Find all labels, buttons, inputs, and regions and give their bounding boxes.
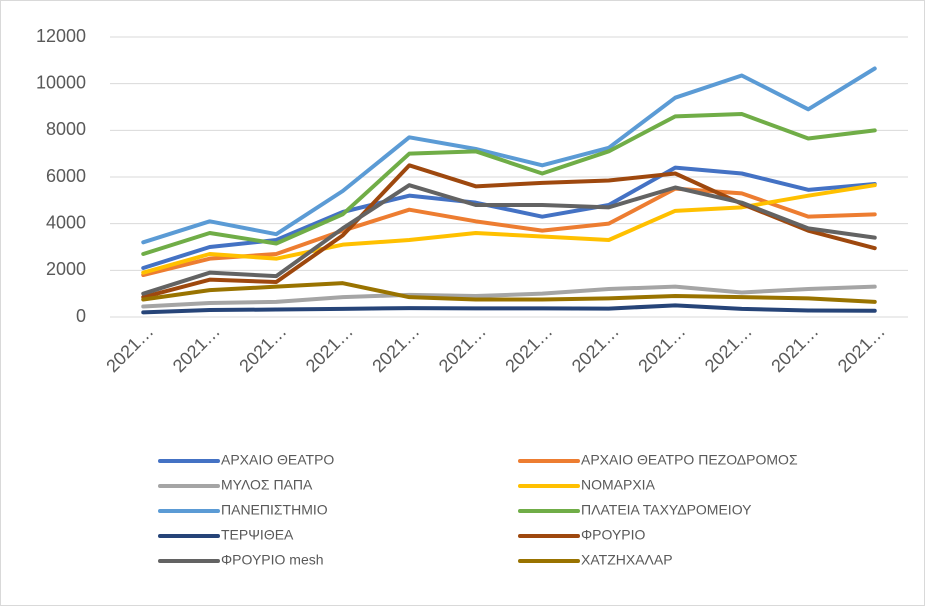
legend-label: ΦΡΟΥΡΙΟ [581, 527, 646, 543]
legend-label: ΝΟΜΑΡΧΙΑ [581, 477, 656, 493]
legend-label: ΠΑΝΕΠΙΣΤΗΜΙΟ [221, 502, 328, 518]
series-line [141, 284, 877, 309]
legend-label: ΠΛΑΤΕΙΑ ΤΑΧΥΔΡΟΜΕΙΟΥ [581, 502, 752, 518]
series-line [141, 303, 877, 315]
y-tick-label: 4000 [46, 212, 86, 232]
y-tick-label: 6000 [46, 166, 86, 186]
series-line [141, 183, 877, 296]
y-tick-label: 12000 [36, 26, 86, 46]
series-line [141, 281, 877, 304]
y-tick-label: 10000 [36, 72, 86, 92]
series-line [141, 112, 877, 256]
legend-label: ΦΡΟΥΡΙΟ mesh [221, 552, 324, 568]
y-tick-label: 0 [76, 306, 86, 326]
y-tick-label: 8000 [46, 119, 86, 139]
series-line [141, 66, 877, 245]
legend-label: ΑΡΧΑΙΟ ΘΕΑΤΡΟ ΠΕΖΟΔΡΟΜΟΣ [581, 452, 798, 468]
legend-label: ΤΕΡΨΙΘΕΑ [221, 527, 294, 543]
legend-label: ΜΥΛΟΣ ΠΑΠΑ [221, 477, 313, 493]
series-line [141, 186, 877, 277]
y-tick-label: 2000 [46, 259, 86, 279]
legend-label: ΑΡΧΑΙΟ ΘΕΑΤΡΟ [221, 452, 334, 468]
legend-label: ΧΑΤΖΗΧΑΛΑΡ [581, 552, 673, 568]
